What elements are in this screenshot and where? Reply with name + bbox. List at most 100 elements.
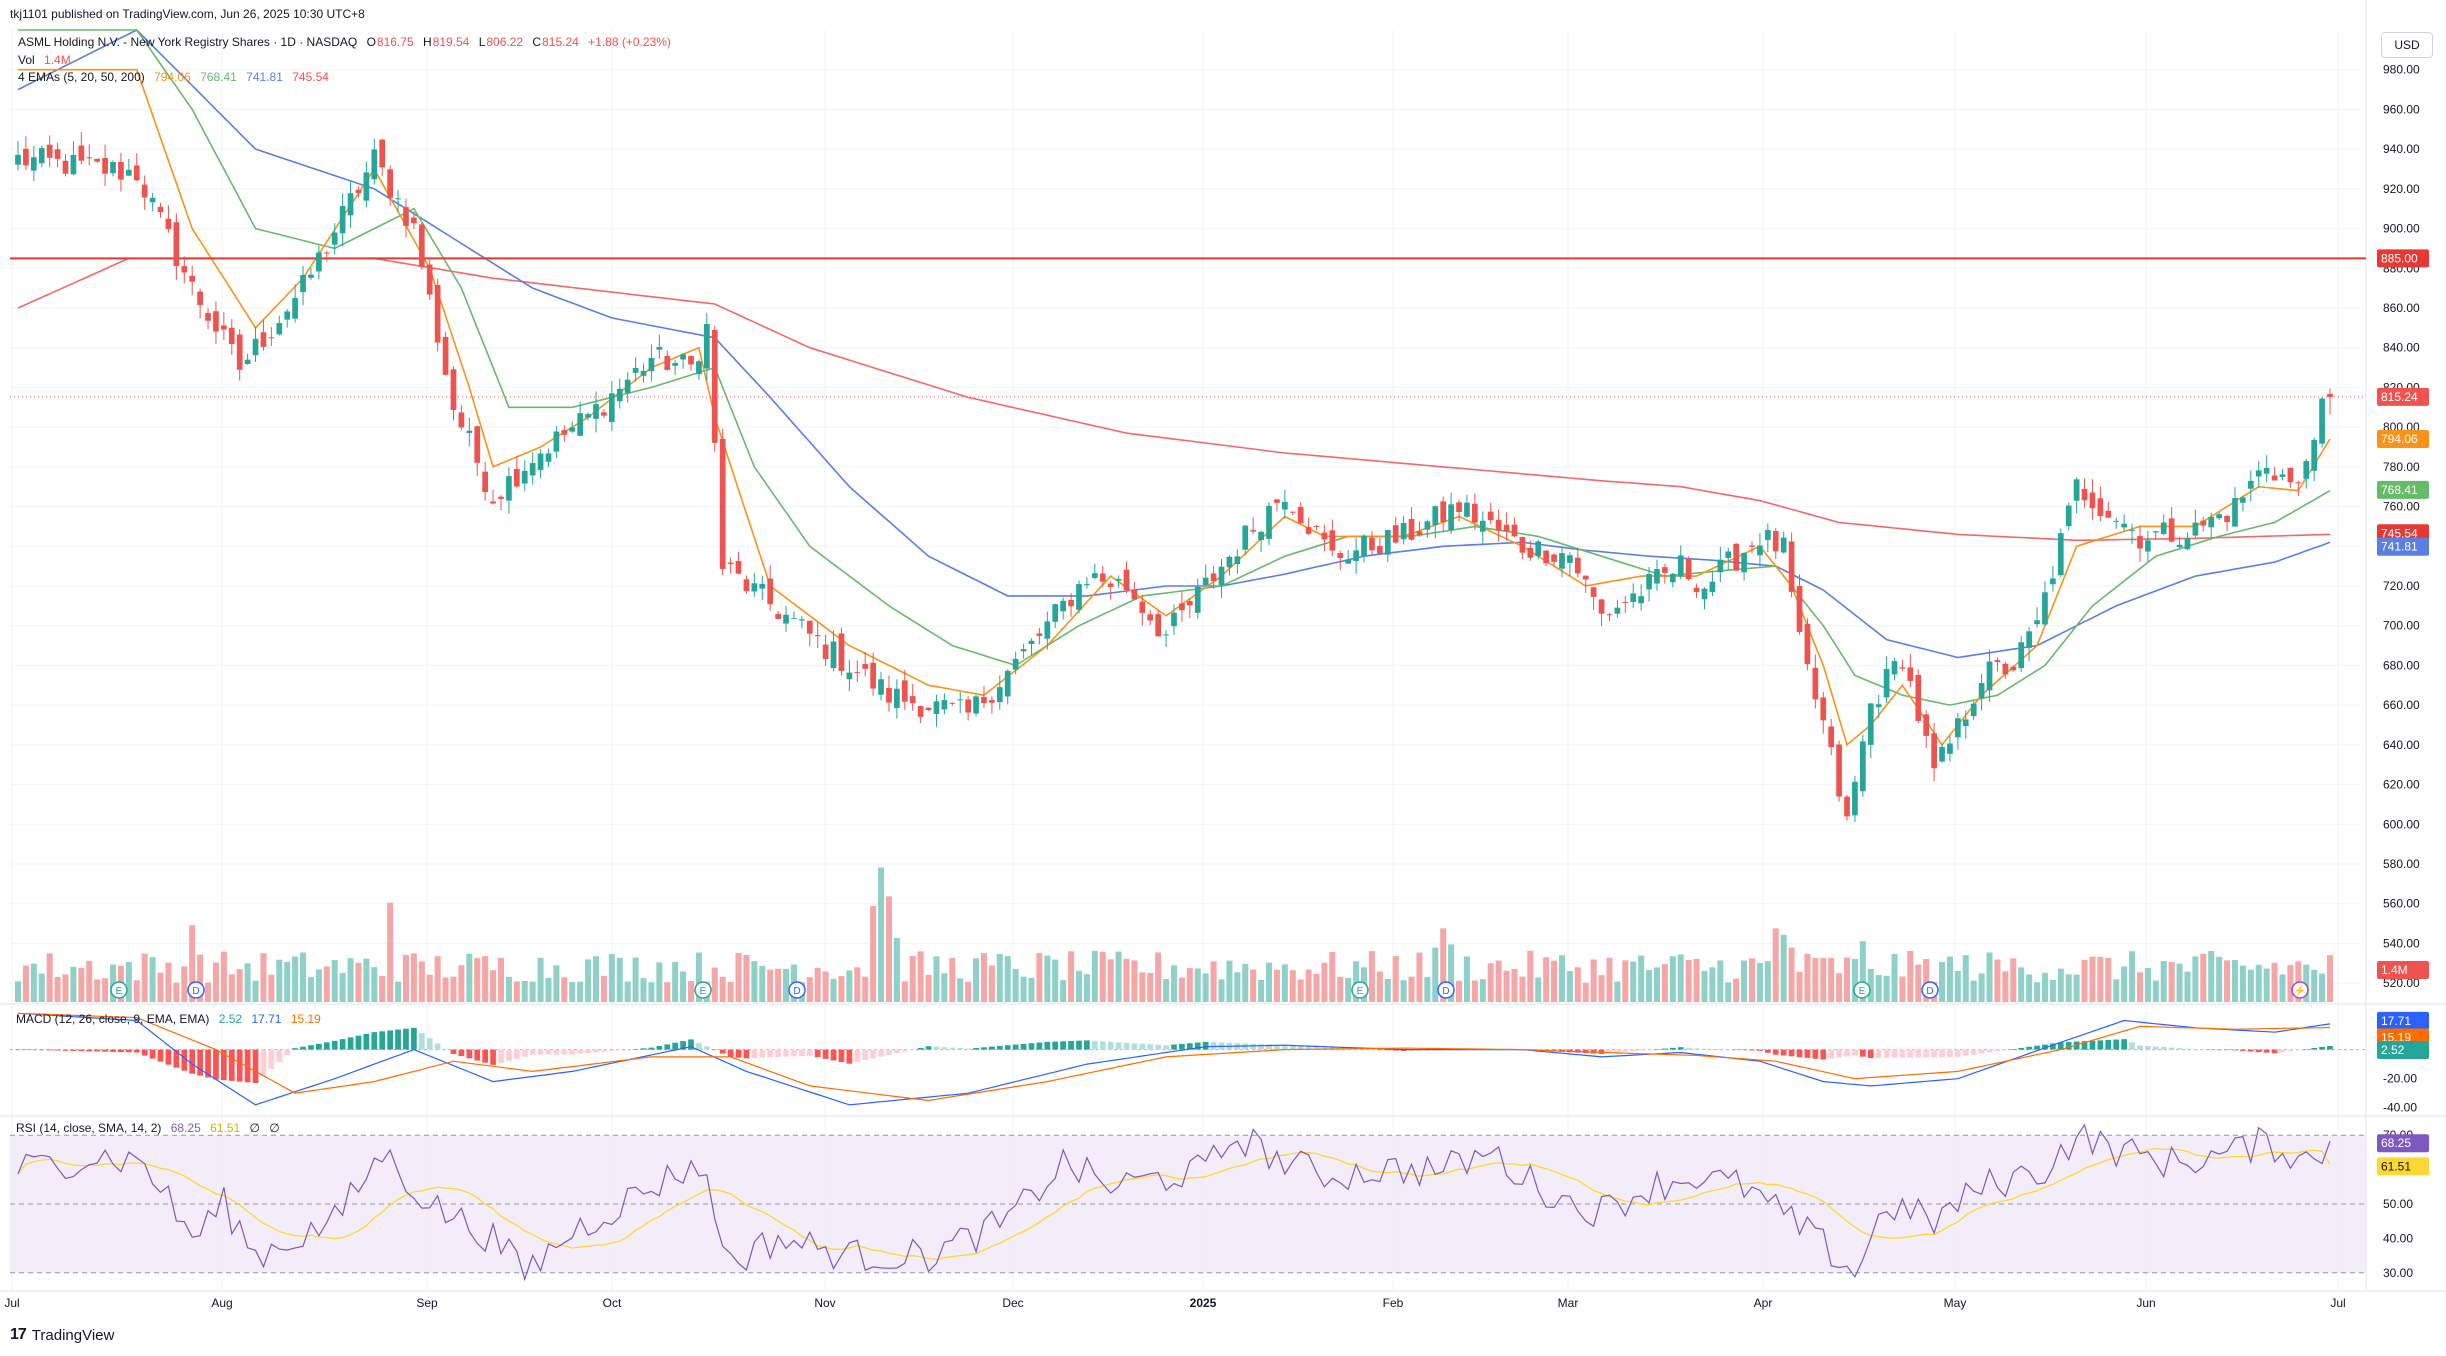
candle-body [696,361,702,375]
ema-price-label-bg [2377,429,2429,448]
macd-histogram-bar [1962,1049,1969,1056]
ema-label[interactable]: 4 EMAs (5, 20, 50, 200) [18,70,145,84]
macd-histogram-bar [213,1049,219,1080]
volume-bar [1946,956,1953,1002]
candle-body [1123,569,1130,591]
volume-bar [933,956,940,1002]
macd-title[interactable]: MACD (12, 26, close, 9, EMA, EMA) [16,1012,210,1026]
macd-histogram-bar [2113,1039,2120,1050]
macd-histogram-bar [1630,1049,1637,1052]
volume-bar [1590,959,1597,1002]
resistance-price-label: 885.00 [2381,251,2418,265]
volume-bar [402,955,409,1002]
candle-body [1099,573,1106,582]
macd-histogram-bar [442,1048,449,1050]
symbol-title[interactable]: ASML Holding N.V. - New York Registry Sh… [18,35,358,49]
macd-histogram-bar [1274,1044,1280,1050]
volume-bar [2065,974,2072,1002]
volume-bar [292,956,299,1002]
candle-body [973,696,979,714]
volume-bar [2160,960,2167,1002]
volume-bar [537,957,544,1002]
volume-bar [2097,956,2104,1002]
candle-body [2097,498,2104,517]
volume-bar [1329,952,1336,1002]
volume-bar [2129,951,2136,1002]
volume-bar [1804,953,1811,1002]
rsi-y-tick-label: 50.00 [2383,1197,2413,1211]
macd-histogram-bar [1369,1049,1375,1051]
volume-bar [1566,971,1573,1002]
candle-body [1828,726,1835,748]
volume-bar [1725,982,1732,1002]
macd-histogram-bar [434,1043,441,1050]
macd-histogram-bar [886,1049,892,1055]
macd-histogram-bar [260,1049,267,1077]
candle-body [1947,743,1953,754]
rsi-title[interactable]: RSI (14, close, SMA, 14, 2) [16,1121,162,1135]
macd-histogram-bar [54,1049,61,1051]
candle-body [1662,567,1668,573]
volume-bar [1131,960,1138,1002]
candle-body [775,613,781,619]
candle-body [308,274,314,278]
candle-body [1717,559,1724,573]
tradingview-logo[interactable]: 17 TradingView [10,1326,114,1344]
macd-histogram-bar [387,1030,393,1050]
macd-histogram-bar [1289,1045,1296,1050]
x-tick-label: May [1944,1296,1967,1310]
volume-bar [1289,970,1296,1002]
candle-body [909,696,916,704]
volume-bar [276,959,283,1002]
candle-body [276,322,283,335]
candle-body [1369,537,1375,551]
candle-body [1456,502,1462,512]
candle-body [521,470,528,484]
dividend-marker-icon [187,981,205,999]
macd-histogram-bar [2002,1049,2009,1051]
candle-body [1345,559,1352,564]
macd-histogram-bar [1297,1046,1304,1050]
close-value: 815.24 [542,35,579,49]
macd-histogram-bar [822,1049,829,1059]
volume-bar [1487,963,1494,1002]
x-tick-label: Nov [814,1296,835,1310]
candle-body [2327,393,2333,397]
volume-bar [1836,973,1843,1002]
volume-bar [173,982,180,1002]
volume-bar [862,976,869,1002]
currency-button[interactable]: USD [2381,32,2433,58]
volume-bar [2231,960,2238,1002]
candle-body [2018,642,2025,669]
macd-histogram-bar [1717,1049,1724,1050]
candle-body [1424,521,1431,530]
volume-bar [1448,944,1455,1002]
volume-bar [1899,976,1906,1002]
volume-bar [545,977,552,1002]
volume-bar [1321,962,1328,1002]
candle-body [426,264,433,295]
macd-histogram-bar [1171,1044,1177,1050]
candle-body [561,430,568,435]
volume-bar [2073,974,2080,1002]
volume-bar [553,965,560,1002]
volume-bar [996,954,1003,1002]
volume-bar [379,975,386,1002]
volume-bar [2081,959,2088,1002]
ema50-line [17,29,2331,659]
marker-letter: E [700,986,707,997]
candle-body [213,311,219,332]
candle-body [1780,537,1787,553]
candle-body [1503,524,1510,531]
candle-body [30,157,37,171]
macd-histogram-bar [1638,1049,1645,1051]
candle-body [1297,506,1304,524]
candle-body [1076,584,1082,610]
volume-label[interactable]: Vol [18,53,35,67]
macd-histogram-bar [719,1049,726,1054]
candle-body [1171,612,1177,627]
macd-y-tick-label: -20.00 [2383,1072,2417,1086]
macd-hist-price-label: 2.52 [2381,1043,2405,1057]
